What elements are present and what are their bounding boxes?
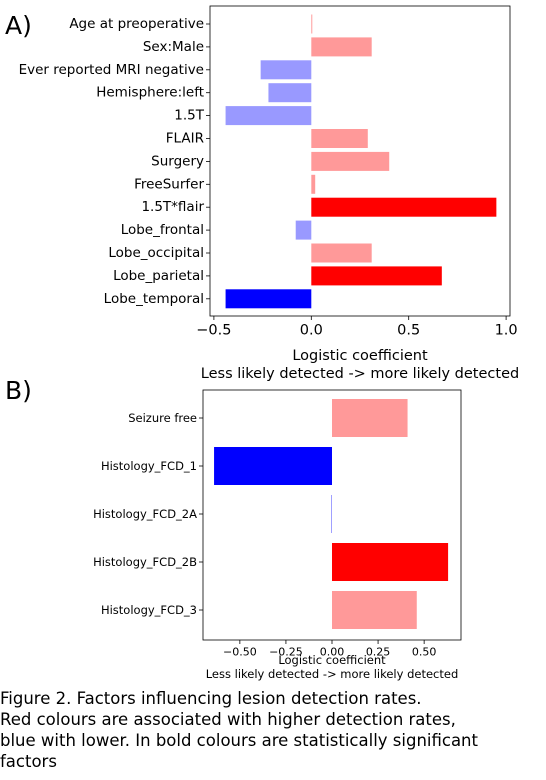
x-tick-label: −0.5 — [196, 322, 231, 338]
bar — [311, 266, 442, 286]
x-axis-sublabel: Less likely detected -> more likely dete… — [206, 667, 459, 681]
category-label: Lobe_frontal — [121, 222, 204, 238]
x-tick-label: −0.50 — [223, 645, 257, 658]
x-tick-label: 0.25 — [366, 645, 391, 658]
x-tick-label: 0.50 — [412, 645, 437, 658]
category-label: Sex:Male — [143, 39, 204, 55]
bar — [260, 60, 312, 80]
category-label: 1.5T — [174, 108, 204, 124]
caption-line: blue with lower. In bold colours are sta… — [0, 731, 478, 750]
category-label: Lobe_occipital — [108, 245, 204, 261]
x-axis-sublabel: Less likely detected -> more likely dete… — [201, 366, 519, 382]
figure-caption: Figure 2. Factors influencing lesion det… — [0, 688, 546, 772]
x-tick-label: −0.25 — [269, 645, 303, 658]
bar — [295, 220, 312, 240]
panel-letter: B) — [5, 376, 32, 405]
bar — [311, 14, 313, 34]
category-label: FreeSurfer — [134, 176, 204, 192]
category-label: Histology_FCD_1 — [101, 459, 197, 473]
bar — [268, 83, 312, 103]
x-tick-label: 0.00 — [320, 645, 345, 658]
bar — [311, 243, 372, 263]
x-tick-label: 1.0 — [495, 322, 518, 338]
bar — [311, 129, 368, 148]
bar — [311, 37, 372, 57]
category-label: 1.5T*flair — [141, 199, 204, 215]
figure: A) Age at preoperative Sex:Male Ever report… — [5, 5, 519, 681]
category-label: Histology_FCD_2A — [93, 507, 197, 521]
category-label: Lobe_parietal — [113, 268, 204, 284]
category-label: Histology_FCD_3 — [101, 603, 197, 617]
category-label: Hemisphere:left — [96, 85, 204, 101]
caption-line: factors — [0, 752, 57, 771]
category-label: Histology_FCD_2B — [93, 555, 197, 569]
category-label: FLAIR — [166, 131, 204, 147]
category-label: Ever reported MRI negative — [19, 62, 204, 78]
plot-frame — [209, 5, 511, 317]
bar — [225, 106, 312, 126]
caption-line: Figure 2. Factors influencing lesion det… — [0, 689, 422, 708]
bar — [332, 543, 449, 581]
x-axis-label: Logistic coefficient — [292, 348, 428, 364]
category-label: Age at preoperative — [69, 16, 204, 32]
bar — [332, 399, 408, 437]
category-label: Seizure free — [128, 411, 197, 425]
x-tick-label: 0.5 — [397, 322, 420, 338]
panel-letter: A) — [5, 11, 32, 40]
category-label: Lobe_temporal — [104, 291, 204, 307]
x-tick-label: 0.0 — [300, 322, 323, 338]
bar — [214, 447, 332, 485]
bar — [311, 197, 497, 217]
category-label: Surgery — [151, 153, 204, 169]
x-axis-label: Logistic coefficient — [278, 653, 386, 667]
bar — [332, 591, 417, 629]
bar — [311, 174, 316, 194]
bar — [331, 495, 332, 533]
bar — [311, 151, 390, 171]
caption-line: Red colours are associated with higher d… — [0, 710, 456, 729]
bar — [225, 289, 312, 309]
